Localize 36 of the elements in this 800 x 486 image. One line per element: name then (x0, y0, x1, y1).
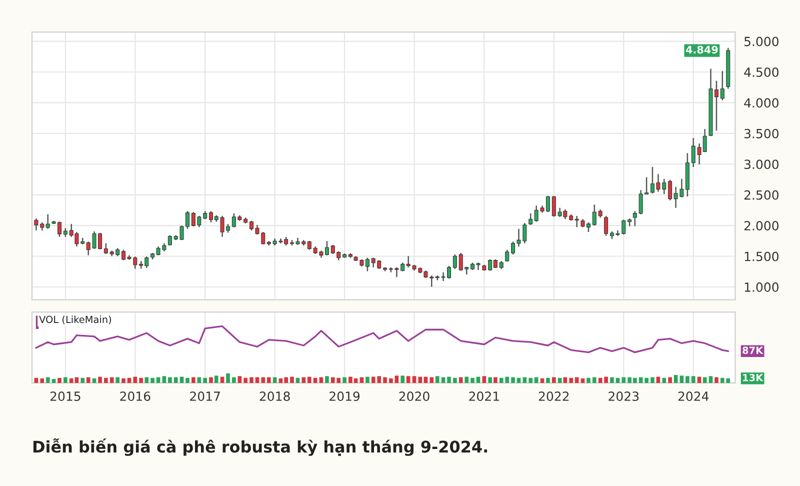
y-tick-label: 5.000 (744, 36, 778, 46)
y-tick-label: 3.500 (744, 128, 778, 138)
annotation: 87K (742, 346, 764, 354)
candlestick (46, 214, 50, 230)
candlestick (168, 234, 172, 246)
x-tick-label: 2022 (538, 392, 569, 401)
candlestick (632, 210, 637, 227)
x-tick-label: 2017 (190, 392, 220, 401)
candlestick (452, 254, 457, 270)
y-tick-label: 1.000 (744, 282, 778, 292)
x-tick-label: 2024 (678, 392, 709, 401)
annotation: 4.849 (686, 46, 718, 54)
candlestick (574, 215, 579, 228)
legend-label: VOL (LikeMain) (39, 316, 112, 324)
x-tick-label: 2016 (120, 392, 150, 401)
y-tick-label: 2.500 (744, 190, 778, 200)
x-tick-label: 2023 (608, 392, 639, 401)
candlestick (34, 218, 38, 232)
x-tick-label: 2019 (330, 392, 360, 401)
candlestick (104, 242, 108, 255)
candlestick (604, 215, 608, 236)
text: Diễn biến giá cà phê robusta kỳ hạn tháng 9-2024. (33, 438, 488, 456)
candlestick (552, 195, 556, 218)
x-tick-label: 2015 (50, 392, 80, 401)
x-tick-label: 2021 (469, 392, 499, 401)
candlestick (592, 204, 596, 226)
annotation: 13K (743, 374, 764, 382)
y-tick-label: 3.000 (744, 160, 778, 170)
x-tick-label: 2018 (260, 392, 290, 401)
y-tick-label: 4.500 (744, 67, 778, 77)
y-tick-label: 1.500 (744, 252, 778, 262)
candlestick (720, 70, 724, 101)
y-tick-label: 4.000 (744, 98, 778, 108)
x-tick-label: 2020 (399, 392, 430, 401)
y-tick-label: 2.000 (744, 221, 778, 230)
candlestick (528, 212, 533, 226)
